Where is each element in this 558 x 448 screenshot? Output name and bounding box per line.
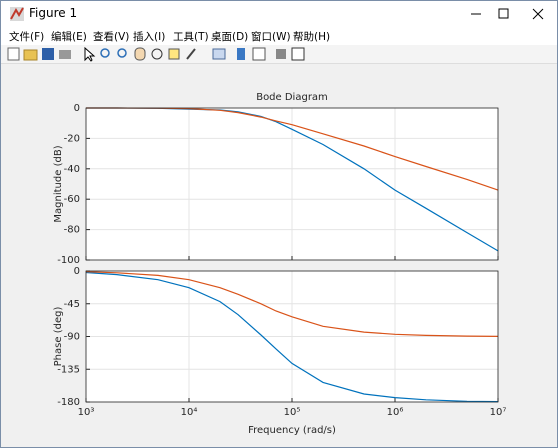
- brush-icon[interactable]: [186, 48, 196, 60]
- open-icon[interactable]: [23, 49, 38, 61]
- colorbar-icon[interactable]: [237, 48, 245, 60]
- menu-item[interactable]: 查看(V): [93, 31, 130, 43]
- menu-item[interactable]: 工具(T): [173, 31, 209, 43]
- y-tick-label: 0: [74, 266, 80, 277]
- y-tick-label: -180: [57, 397, 80, 408]
- menu-item[interactable]: 文件(F): [9, 31, 45, 43]
- pan-icon[interactable]: [134, 47, 146, 61]
- toolbar: [1, 45, 557, 64]
- zoom-out-icon[interactable]: [117, 48, 127, 58]
- zoom-in-icon[interactable]: [100, 48, 110, 58]
- title-bar: Figure 1: [1, 1, 557, 27]
- menu-item[interactable]: 帮助(H): [293, 31, 331, 43]
- y-tick-label: -100: [57, 255, 80, 266]
- series-line: [85, 271, 499, 403]
- y-tick-label: -40: [64, 164, 80, 175]
- y-axis-label: Magnitude (dB): [53, 145, 64, 222]
- axes-box: [85, 107, 499, 261]
- save-icon[interactable]: [42, 48, 54, 60]
- x-tick-label: 10⁵: [284, 407, 301, 418]
- app-icon: [10, 7, 24, 21]
- rotate-icon[interactable]: [151, 48, 163, 60]
- menu-item[interactable]: 编辑(E): [51, 31, 87, 43]
- link-icon[interactable]: [212, 48, 226, 60]
- hide-icon[interactable]: [276, 49, 286, 59]
- menu-item[interactable]: 窗口(W): [251, 31, 291, 43]
- toolbar-icons: [7, 46, 305, 62]
- legend-icon[interactable]: [252, 47, 266, 61]
- series-line: [85, 271, 499, 337]
- axes-box: [85, 270, 499, 403]
- y-tick-label: -20: [64, 133, 80, 144]
- x-axis-label: Frequency (rad/s): [248, 425, 336, 436]
- window-title: Figure 1: [29, 6, 78, 20]
- show-icon[interactable]: [291, 47, 305, 61]
- datatip-icon[interactable]: [168, 48, 180, 60]
- x-tick-label: 10⁷: [490, 407, 507, 418]
- y-tick-label: -90: [64, 332, 80, 343]
- figure: Bode Diagram Magnitude (dB) 0 -20 -40 -60 -80 -…: [53, 92, 507, 436]
- menu-bar: 文件(F) 编辑(E) 查看(V) 插入(I) 工具(T) 桌面(D) 窗口(W) 帮助(H): [1, 27, 557, 45]
- x-tick-label: 10⁶: [387, 407, 404, 418]
- y-tick-label: -135: [57, 364, 80, 375]
- menu-item[interactable]: 桌面(D): [211, 31, 249, 43]
- x-tick-label: 10⁴: [181, 407, 198, 418]
- maximize[interactable]: [498, 8, 509, 19]
- chart-title: Bode Diagram: [256, 92, 328, 103]
- y-tick-label: -45: [64, 299, 80, 310]
- y-tick-label: -80: [64, 225, 80, 236]
- print-icon[interactable]: [59, 50, 71, 59]
- new-icon[interactable]: [7, 47, 20, 61]
- y-tick-label: 0: [74, 103, 80, 114]
- close[interactable]: [532, 8, 544, 20]
- y-axis-label: Phase (deg): [53, 307, 64, 367]
- cursor-icon[interactable]: [84, 46, 96, 62]
- menu-item[interactable]: 插入(I): [133, 31, 166, 43]
- x-tick-label: 10³: [78, 407, 95, 418]
- y-tick-label: -60: [64, 194, 80, 205]
- window-controls: [471, 8, 544, 20]
